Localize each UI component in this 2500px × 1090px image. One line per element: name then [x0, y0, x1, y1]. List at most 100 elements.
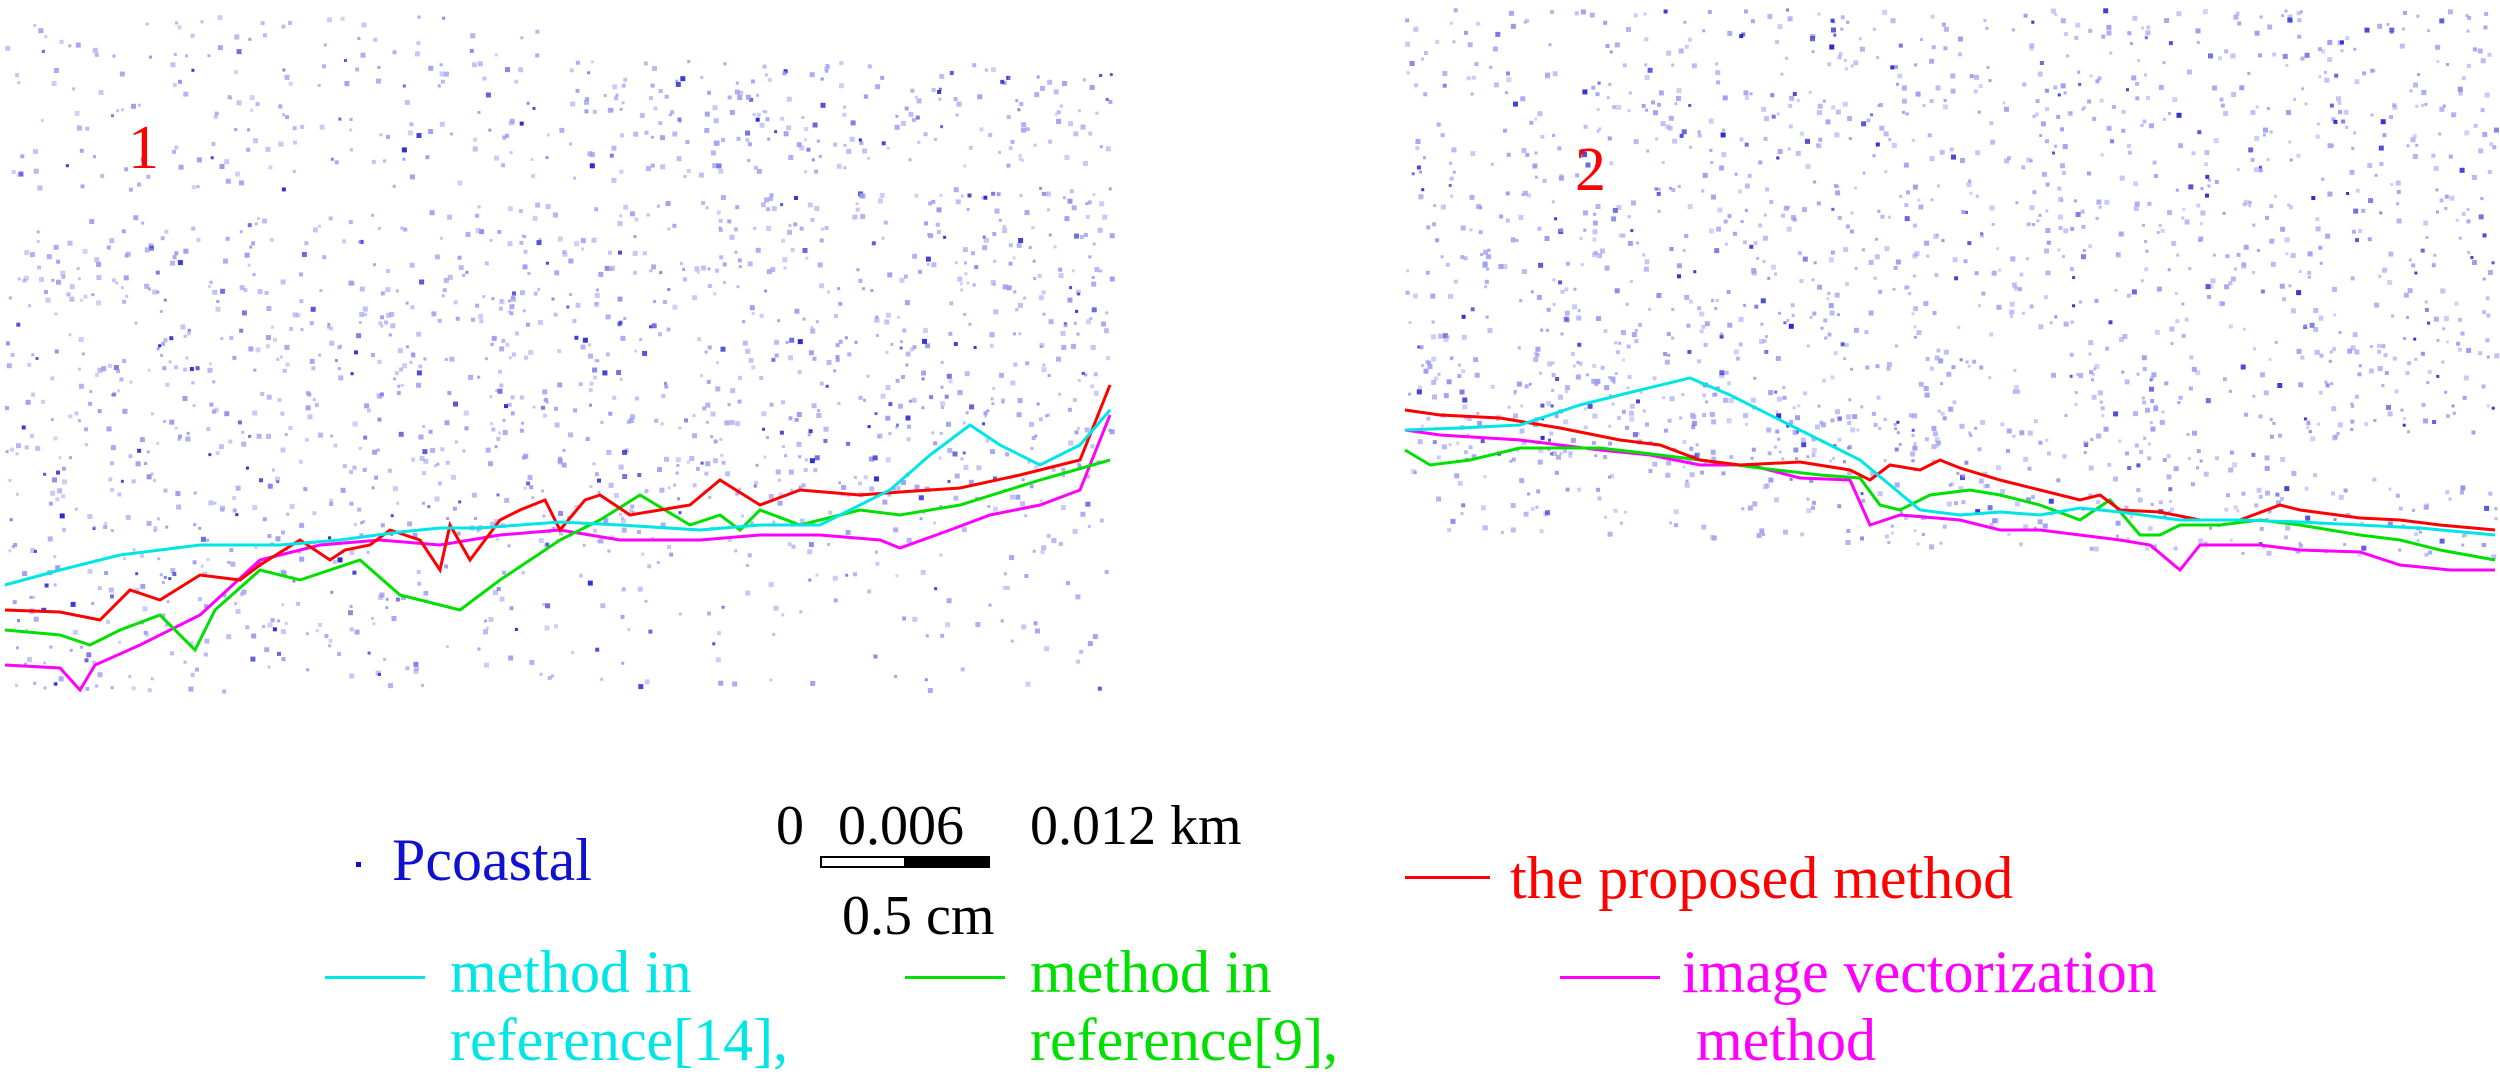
coastal-point	[1551, 200, 1555, 204]
coastal-point	[820, 77, 824, 81]
coastal-point	[260, 392, 265, 396]
coastal-point	[1764, 116, 1769, 122]
coastal-point	[2236, 509, 2240, 513]
coastal-point	[349, 627, 354, 632]
coastal-point	[895, 114, 899, 118]
coastal-point	[1915, 91, 1921, 97]
coastal-point	[2277, 383, 2283, 388]
coastal-point	[1570, 437, 1576, 443]
coastal-point	[2441, 360, 2445, 364]
coastal-point	[188, 686, 194, 692]
coastal-point	[2262, 133, 2266, 137]
coastal-point	[2076, 373, 2080, 376]
coastal-point	[133, 215, 139, 221]
coastal-point	[514, 628, 518, 631]
coastal-point	[1072, 398, 1077, 402]
coastal-point	[1037, 273, 1042, 278]
coastal-point	[1689, 299, 1693, 304]
coastal-point	[2198, 538, 2204, 544]
coastal-point	[741, 514, 744, 518]
coastal-point	[2307, 251, 2313, 257]
coastal-point	[478, 314, 484, 319]
coastal-point	[1691, 420, 1697, 426]
coastal-point	[620, 516, 624, 520]
coastal-point	[1461, 314, 1466, 319]
coastal-point	[2081, 107, 2085, 111]
coastal-point	[1801, 442, 1807, 448]
coastal-point	[1579, 236, 1583, 240]
coastal-point	[1834, 292, 1840, 298]
coastal-point	[745, 564, 749, 567]
coastal-point	[2284, 237, 2290, 243]
coastal-point	[1941, 239, 1945, 243]
coastal-point	[122, 408, 128, 414]
coastal-point	[1671, 307, 1675, 311]
coastal-point	[2103, 8, 2109, 14]
coastal-point	[243, 288, 248, 293]
coastal-point	[507, 241, 513, 247]
coastal-point	[300, 328, 304, 332]
coastal-point	[1913, 335, 1917, 339]
coastal-point	[2480, 58, 2486, 64]
coastal-point	[664, 94, 669, 99]
coastal-point	[2004, 106, 2009, 112]
coastal-point	[1786, 318, 1790, 322]
coastal-point	[1595, 378, 1601, 384]
coastal-point	[805, 256, 809, 260]
coastal-point	[2111, 104, 2116, 109]
coastal-point	[276, 357, 280, 361]
coastal-point	[2047, 451, 2051, 456]
coastal-point	[1896, 420, 1900, 424]
coastal-point	[1431, 356, 1437, 362]
coastal-point	[1540, 328, 1544, 332]
coastal-point	[2191, 151, 2196, 156]
coastal-point	[1816, 143, 1822, 149]
coastal-point	[1787, 147, 1791, 151]
coastal-point	[1936, 348, 1941, 353]
coastal-point	[1413, 471, 1417, 474]
coastal-point	[1835, 409, 1840, 415]
coastal-point	[1521, 147, 1527, 153]
coastal-point	[1545, 510, 1551, 516]
coastal-point	[1002, 585, 1007, 590]
coastal-point	[2114, 288, 2118, 292]
coastal-point	[1911, 459, 1915, 463]
coastal-point	[2059, 163, 2065, 169]
coastal-point	[1743, 240, 1747, 245]
coastal-point	[271, 325, 274, 329]
coastal-point	[2318, 390, 2323, 395]
coastal-point	[2182, 207, 2186, 211]
coastal-point	[858, 278, 863, 283]
coastal-point	[78, 383, 84, 389]
coastal-point	[2013, 385, 2019, 390]
coastal-point	[453, 401, 458, 407]
coastal-point	[1674, 102, 1678, 106]
coastal-point	[439, 121, 445, 127]
coastal-point	[447, 274, 453, 280]
coastal-point	[1937, 441, 1941, 445]
coastal-point	[229, 96, 233, 100]
coastal-point	[163, 338, 168, 343]
coastal-point	[449, 356, 455, 362]
coastal-point	[2457, 86, 2463, 92]
coastal-point	[895, 574, 899, 578]
coastal-point	[2445, 340, 2449, 344]
reference14-line-2	[1404, 376, 2496, 537]
coastal-point	[2269, 434, 2274, 439]
coastal-point	[2234, 267, 2238, 271]
coastal-point	[233, 70, 238, 75]
coastal-point	[607, 107, 613, 113]
coastal-point	[937, 90, 942, 94]
coastal-point	[88, 401, 93, 406]
coastal-point	[1850, 367, 1853, 371]
coastal-point	[1912, 223, 1917, 228]
coastal-point	[1891, 142, 1897, 148]
coastal-point	[112, 54, 116, 58]
coastal-point	[2159, 419, 2165, 425]
coastal-point	[2250, 158, 2255, 162]
coastal-point	[2149, 123, 2154, 129]
coastal-point	[1682, 440, 1687, 444]
coastal-point	[672, 304, 678, 310]
coastal-point	[880, 75, 885, 80]
coastal-point	[2228, 281, 2233, 286]
